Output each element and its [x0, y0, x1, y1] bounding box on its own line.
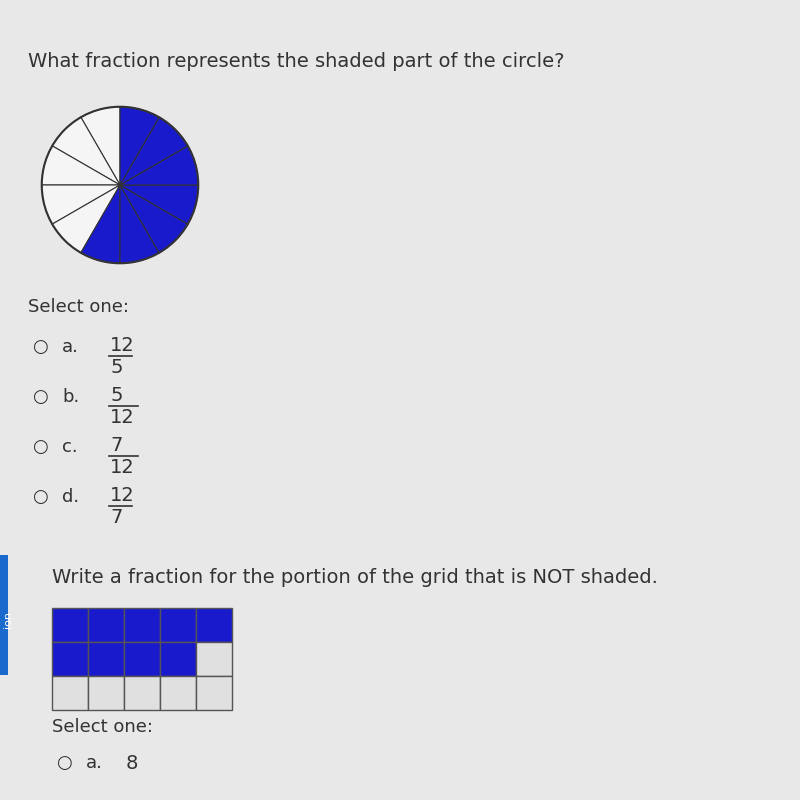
Text: 12: 12	[110, 336, 134, 355]
Text: ○: ○	[32, 438, 48, 456]
Text: 12: 12	[110, 486, 134, 505]
Bar	[160, 642, 196, 676]
Wedge shape	[42, 146, 120, 185]
Wedge shape	[42, 185, 120, 224]
Wedge shape	[52, 118, 120, 185]
Wedge shape	[120, 185, 198, 224]
Text: b.: b.	[62, 388, 79, 406]
Text: a.: a.	[62, 338, 79, 356]
Wedge shape	[120, 146, 198, 185]
Text: ○: ○	[32, 338, 48, 356]
Bar	[52, 642, 88, 676]
Text: 5: 5	[110, 358, 122, 377]
Bar	[0, 555, 8, 675]
Text: ○: ○	[32, 388, 48, 406]
Wedge shape	[120, 118, 188, 185]
Bar	[160, 608, 196, 642]
Bar	[196, 676, 232, 710]
Text: ○: ○	[32, 488, 48, 506]
Text: What fraction represents the shaded part of the circle?: What fraction represents the shaded part…	[28, 52, 565, 71]
Bar	[124, 676, 160, 710]
Bar	[196, 608, 232, 642]
Text: Write a fraction for the portion of the grid that is NOT shaded.: Write a fraction for the portion of the …	[52, 568, 658, 587]
Text: Select one:: Select one:	[52, 718, 153, 736]
Bar	[124, 642, 160, 676]
Wedge shape	[81, 106, 120, 185]
Wedge shape	[120, 185, 159, 263]
Text: 5: 5	[110, 386, 122, 405]
Bar	[160, 676, 196, 710]
Bar	[196, 642, 232, 676]
Text: 8: 8	[126, 754, 138, 773]
Text: 12: 12	[110, 458, 134, 477]
Wedge shape	[120, 106, 159, 185]
Text: ion: ion	[3, 611, 13, 629]
Bar	[52, 608, 88, 642]
Bar	[88, 608, 124, 642]
Text: Select one:: Select one:	[28, 298, 129, 316]
Text: d.: d.	[62, 488, 79, 506]
Bar	[124, 608, 160, 642]
Bar	[52, 676, 88, 710]
Text: c.: c.	[62, 438, 78, 456]
Wedge shape	[120, 185, 188, 253]
Text: a.: a.	[86, 754, 103, 772]
Text: 7: 7	[110, 436, 122, 455]
Wedge shape	[81, 185, 120, 263]
Text: 7: 7	[110, 508, 122, 527]
Wedge shape	[52, 185, 120, 253]
Bar	[88, 676, 124, 710]
Bar	[88, 642, 124, 676]
Text: ○: ○	[56, 754, 72, 772]
Text: 12: 12	[110, 408, 134, 427]
